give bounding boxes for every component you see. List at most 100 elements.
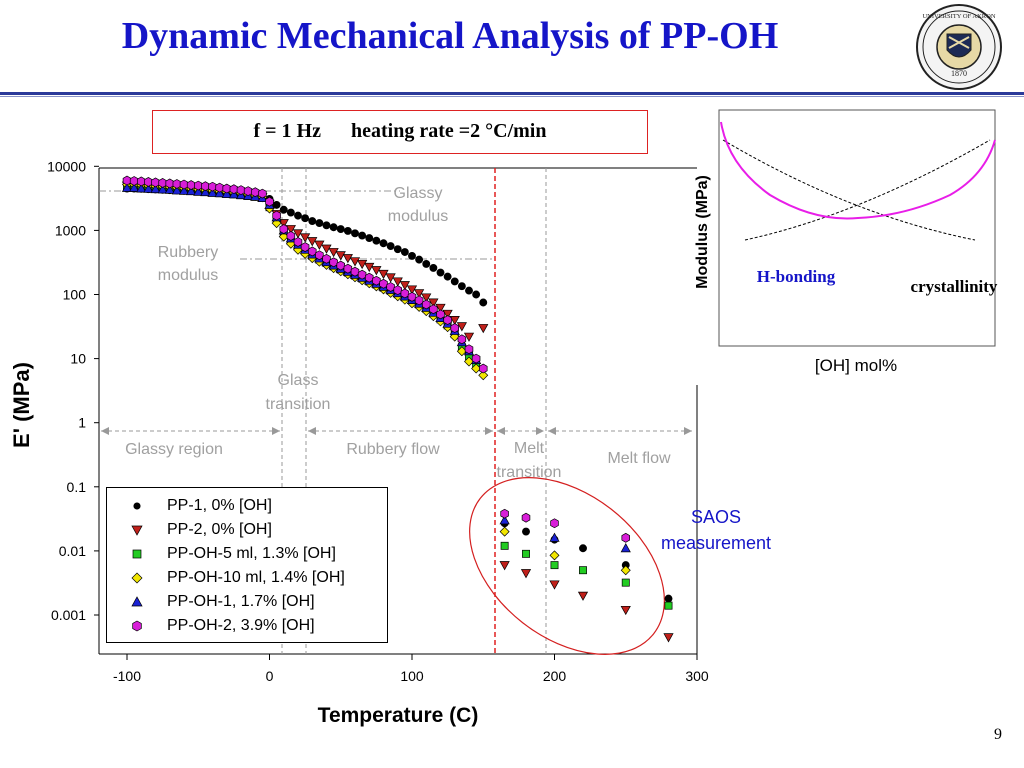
data-point: [278, 225, 289, 235]
data-point: [272, 210, 281, 221]
data-point: [450, 277, 459, 286]
data-point: [414, 298, 425, 308]
y-tick-label: 0.01: [59, 543, 86, 559]
data-point: [285, 238, 296, 249]
data-point: [308, 251, 317, 260]
test-conditions-box: f = 1 Hz heating rate =2 °C/min: [152, 110, 648, 154]
data-point: [442, 322, 453, 333]
data-point: [144, 183, 153, 192]
h-bonding-curve: [744, 139, 991, 241]
data-point: [379, 239, 388, 248]
legend-marker: [107, 518, 167, 542]
data-point: [343, 227, 352, 235]
rubbery-flow-label: Rubbery flow: [346, 441, 440, 458]
data-point: [215, 189, 224, 198]
data-point: [378, 269, 389, 280]
data-point: [143, 182, 154, 192]
data-point: [471, 354, 482, 364]
data-point: [456, 337, 467, 347]
data-point: [428, 298, 439, 308]
data-point: [407, 298, 417, 309]
x-axis-title: Temperature (C): [318, 704, 479, 727]
data-point: [228, 189, 239, 199]
data-point: [251, 192, 260, 201]
data-point: [457, 334, 467, 345]
data-point: [171, 182, 182, 193]
data-point: [201, 187, 210, 196]
university-seal-logo: 1870 UNIVERSITY OF AKRON: [916, 4, 1002, 90]
data-point: [243, 190, 254, 200]
data-point: [244, 190, 253, 198]
data-point: [294, 211, 302, 220]
data-point: [208, 181, 217, 192]
data-point: [150, 181, 161, 192]
x-tick-label: 200: [543, 668, 567, 684]
data-point: [301, 214, 310, 223]
data-point: [257, 192, 268, 202]
data-point: [472, 360, 481, 369]
data-point: [243, 189, 254, 200]
data-point: [393, 290, 402, 299]
data-point: [164, 184, 175, 194]
data-point: [214, 186, 225, 197]
data-point: [186, 185, 197, 195]
data-point: [385, 287, 396, 298]
data-point: [243, 186, 253, 197]
data-point: [457, 282, 466, 291]
data-point: [442, 318, 453, 328]
data-point: [449, 316, 460, 326]
y-axis-title: E' (MPa): [9, 362, 34, 448]
data-point: [336, 260, 345, 271]
melt-transition-label: Melt transition: [497, 440, 562, 481]
data-point: [178, 184, 190, 195]
data-point: [421, 302, 432, 312]
data-point: [336, 225, 345, 233]
data-point: [422, 259, 431, 268]
legend-marker: [107, 590, 167, 614]
data-point: [443, 321, 452, 330]
data-point: [364, 262, 375, 273]
data-point: [285, 225, 296, 235]
data-point: [236, 185, 246, 196]
data-point: [407, 291, 417, 302]
data-point: [279, 205, 288, 214]
data-point: [521, 512, 531, 523]
data-point: [351, 229, 359, 238]
y-tick-label: 0.1: [67, 479, 87, 495]
data-point: [172, 186, 181, 195]
data-point: [550, 535, 559, 544]
data-point: [265, 203, 274, 212]
data-point: [329, 262, 338, 271]
data-point: [500, 541, 509, 550]
data-point: [429, 304, 438, 315]
data-point: [357, 275, 368, 286]
data-point: [400, 248, 409, 256]
data-point: [365, 234, 374, 242]
data-point: [343, 268, 352, 277]
data-point: [664, 601, 673, 610]
data-point: [193, 184, 204, 195]
data-point: [315, 250, 324, 261]
data-point: [479, 363, 488, 374]
modulus-curve: [720, 121, 996, 220]
data-point: [136, 182, 147, 192]
data-point: [365, 272, 374, 283]
data-point: [250, 191, 261, 201]
svg-text:UNIVERSITY OF AKRON: UNIVERSITY OF AKRON: [922, 13, 995, 20]
data-point: [121, 181, 133, 191]
data-point: [329, 223, 338, 232]
data-point: [429, 263, 438, 272]
data-point: [465, 351, 473, 360]
data-point: [292, 229, 304, 239]
x-ticks: -100 0 100 200 300: [113, 654, 709, 684]
data-point: [251, 187, 260, 198]
data-point: [158, 185, 167, 194]
data-point: [335, 263, 346, 273]
data-point: [471, 363, 482, 374]
data-point: [408, 296, 416, 305]
data-point: [257, 192, 268, 203]
data-point: [158, 178, 167, 188]
data-point: [271, 218, 282, 229]
data-point: [214, 187, 225, 198]
data-point: [243, 190, 254, 200]
